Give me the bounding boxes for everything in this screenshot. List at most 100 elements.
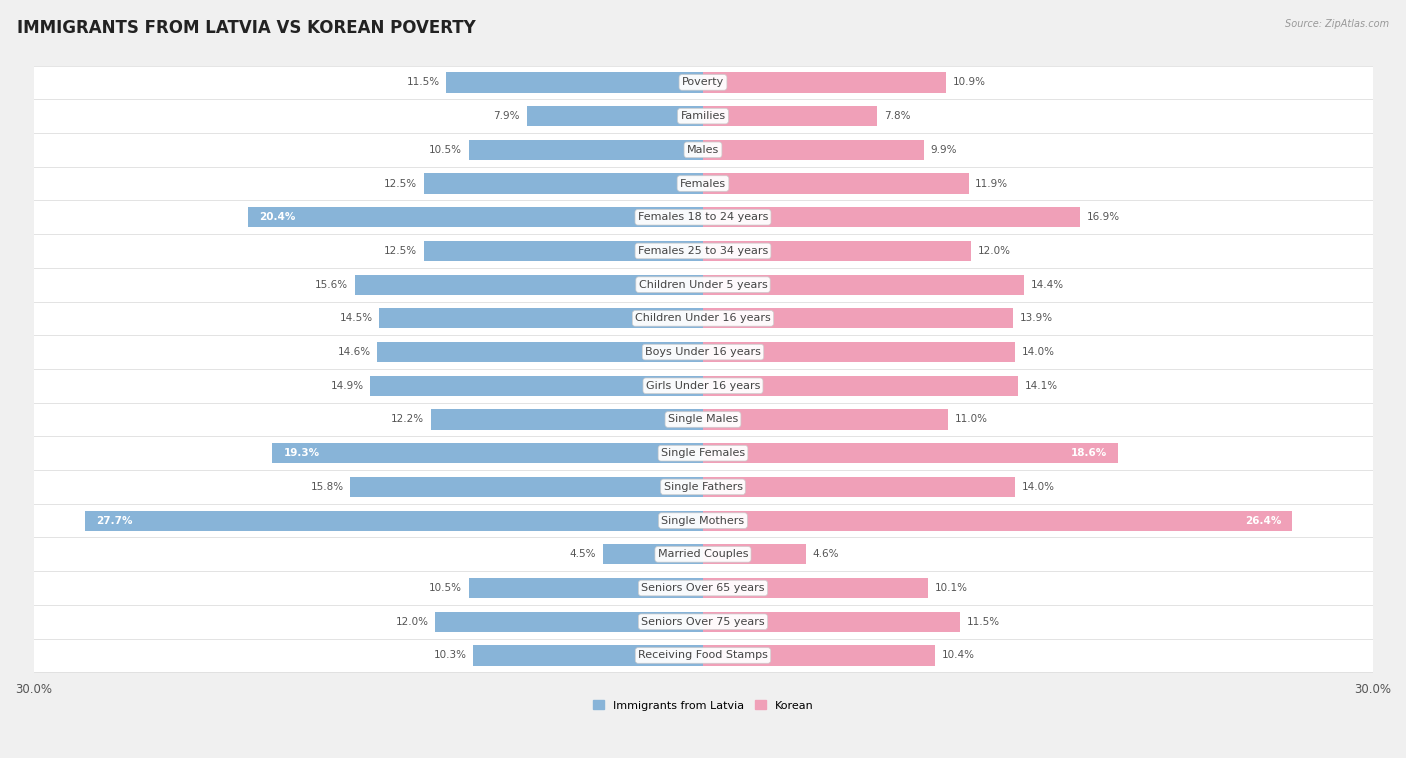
Text: Single Mothers: Single Mothers [661,515,745,525]
Text: 14.4%: 14.4% [1031,280,1064,290]
Bar [0,638,1406,672]
Bar [703,241,970,261]
Text: 7.8%: 7.8% [884,111,910,121]
Bar [0,402,1406,437]
Bar [425,241,703,261]
Text: Females 18 to 24 years: Females 18 to 24 years [638,212,768,222]
Text: Single Females: Single Females [661,448,745,458]
Bar [703,477,1015,497]
Bar [247,207,703,227]
Bar [430,409,703,430]
Text: Boys Under 16 years: Boys Under 16 years [645,347,761,357]
Text: 11.5%: 11.5% [966,617,1000,627]
Text: Children Under 5 years: Children Under 5 years [638,280,768,290]
Bar [703,376,1018,396]
Text: 14.0%: 14.0% [1022,482,1054,492]
Bar [354,274,703,295]
Text: 16.9%: 16.9% [1087,212,1121,222]
Text: 10.1%: 10.1% [935,583,969,593]
Bar [0,133,1406,167]
Text: 4.6%: 4.6% [813,550,839,559]
Bar [703,342,1015,362]
Text: 11.9%: 11.9% [976,179,1008,189]
Text: Males: Males [688,145,718,155]
Bar [703,443,1118,463]
Bar [703,612,960,632]
Text: 10.9%: 10.9% [953,77,986,87]
Bar [0,167,1406,200]
Text: Receiving Food Stamps: Receiving Food Stamps [638,650,768,660]
Bar [0,65,1406,99]
Bar [703,511,1292,531]
Text: 10.3%: 10.3% [433,650,467,660]
Bar [436,612,703,632]
Text: 10.5%: 10.5% [429,145,463,155]
Bar [0,437,1406,470]
Bar [0,369,1406,402]
Bar [273,443,703,463]
Bar [84,511,703,531]
Text: Single Fathers: Single Fathers [664,482,742,492]
Bar [468,139,703,160]
Bar [527,106,703,127]
Bar [703,72,946,92]
Bar [0,335,1406,369]
Bar [0,504,1406,537]
Text: 14.6%: 14.6% [337,347,371,357]
Text: 20.4%: 20.4% [259,212,295,222]
Bar [703,309,1014,328]
Text: Children Under 16 years: Children Under 16 years [636,313,770,324]
Legend: Immigrants from Latvia, Korean: Immigrants from Latvia, Korean [588,696,818,715]
Text: Single Males: Single Males [668,415,738,424]
Text: Seniors Over 75 years: Seniors Over 75 years [641,617,765,627]
Text: 14.0%: 14.0% [1022,347,1054,357]
Text: 18.6%: 18.6% [1071,448,1107,458]
Bar [350,477,703,497]
Bar [703,645,935,666]
Text: 27.7%: 27.7% [96,515,132,525]
Bar [703,274,1025,295]
Text: 10.5%: 10.5% [429,583,463,593]
Text: 12.5%: 12.5% [384,179,418,189]
Text: IMMIGRANTS FROM LATVIA VS KOREAN POVERTY: IMMIGRANTS FROM LATVIA VS KOREAN POVERTY [17,19,475,37]
Text: Source: ZipAtlas.com: Source: ZipAtlas.com [1285,19,1389,29]
Text: Families: Families [681,111,725,121]
Bar [703,409,949,430]
Text: 19.3%: 19.3% [284,448,319,458]
Text: 7.9%: 7.9% [494,111,520,121]
Bar [0,302,1406,335]
Bar [0,537,1406,572]
Text: 14.1%: 14.1% [1025,381,1057,391]
Bar [703,139,924,160]
Text: 12.0%: 12.0% [977,246,1011,256]
Bar [474,645,703,666]
Bar [0,605,1406,638]
Bar [446,72,703,92]
Text: 12.2%: 12.2% [391,415,425,424]
Text: 11.0%: 11.0% [955,415,988,424]
Text: 15.6%: 15.6% [315,280,349,290]
Text: Married Couples: Married Couples [658,550,748,559]
Bar [0,200,1406,234]
Bar [0,99,1406,133]
Bar [380,309,703,328]
Text: 14.9%: 14.9% [330,381,364,391]
Text: Females 25 to 34 years: Females 25 to 34 years [638,246,768,256]
Text: 13.9%: 13.9% [1019,313,1053,324]
Text: 4.5%: 4.5% [569,550,596,559]
Text: Seniors Over 65 years: Seniors Over 65 years [641,583,765,593]
Bar [468,578,703,598]
Text: Females: Females [681,179,725,189]
Text: Girls Under 16 years: Girls Under 16 years [645,381,761,391]
Bar [0,572,1406,605]
Bar [603,544,703,565]
Text: 12.5%: 12.5% [384,246,418,256]
Bar [703,207,1080,227]
Bar [371,376,703,396]
Text: 26.4%: 26.4% [1244,515,1281,525]
Bar [703,106,877,127]
Bar [0,234,1406,268]
Text: 10.4%: 10.4% [942,650,974,660]
Bar [703,578,928,598]
Bar [425,174,703,193]
